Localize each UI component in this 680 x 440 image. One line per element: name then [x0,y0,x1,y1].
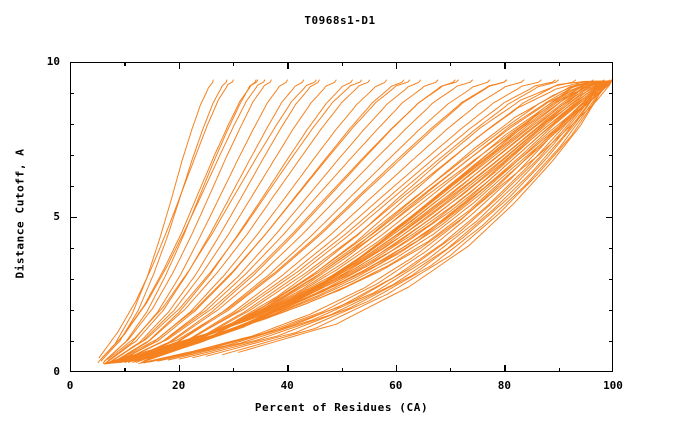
x-major-tick-bottom [504,365,506,372]
x-tick-label: 60 [389,379,403,392]
y-minor-tick-left [70,248,74,250]
x-minor-tick-top [558,62,561,66]
y-tick-label: 5 [53,210,60,223]
x-minor-tick-bottom [558,368,561,372]
y-minor-tick-right [609,124,613,126]
y-minor-tick-left [70,93,74,95]
data-series-line [121,79,439,362]
data-series-line [114,79,371,362]
data-series-line [133,79,612,362]
x-major-tick-top [178,62,180,69]
data-series-line [107,79,317,360]
data-series-line [104,79,272,362]
data-series-line [118,79,411,361]
data-series-line [135,79,559,363]
y-minor-tick-right [609,186,613,188]
x-axis-label: Percent of Residues (CA) [254,401,429,414]
data-series-line [128,79,612,362]
data-series-line [119,79,405,362]
x-major-tick-bottom [287,365,289,372]
data-series-line [192,79,612,359]
x-major-tick-top [395,62,398,69]
x-tick-label: 0 [66,379,74,392]
data-series-line [146,79,612,360]
plot-area [70,62,613,372]
y-minor-tick-right [609,248,613,250]
data-series-line [109,79,320,363]
data-series-line [120,79,422,363]
data-series-line [126,79,473,362]
data-series-line [97,79,214,363]
data-series-line [129,79,507,362]
y-minor-tick-left [70,155,74,157]
x-tick-label: 40 [280,379,294,392]
data-series-line [121,79,612,362]
y-major-tick-right [606,217,613,219]
x-minor-tick-bottom [341,368,343,372]
y-minor-tick-right [609,341,613,343]
x-minor-tick-top [124,62,126,66]
y-tick-label: 0 [53,365,60,378]
data-series-line [143,79,612,364]
y-minor-tick-right [609,310,613,312]
data-series-line [113,79,353,363]
data-series-line [108,79,305,362]
y-major-tick-left [70,217,77,219]
x-major-tick-bottom [395,365,398,372]
data-series-line [238,79,612,353]
data-series-line [178,79,612,360]
data-series-line [102,79,257,363]
x-tick-label: 20 [171,379,186,392]
data-series-line [134,79,542,362]
data-series-line [111,79,337,362]
x-minor-tick-bottom [232,368,235,372]
data-series-line [167,79,612,361]
data-series-line [112,79,363,361]
data-series-line [120,79,612,363]
x-minor-tick-top [450,62,452,66]
y-minor-tick-left [70,310,74,312]
series-canvas [97,79,612,365]
x-major-tick-bottom [178,365,180,372]
y-minor-tick-left [70,186,74,188]
x-minor-tick-top [232,62,235,66]
x-major-tick-top [287,62,289,69]
data-series-line [128,79,507,361]
data-series-line [125,79,612,363]
x-minor-tick-bottom [450,368,452,372]
x-minor-tick-top [341,62,343,66]
y-minor-tick-left [70,341,74,343]
y-tick-label: 10 [46,55,60,68]
y-minor-tick-right [609,155,613,157]
data-series-line [101,79,266,359]
y-minor-tick-left [70,279,74,281]
page-title: T0968s1-D1 [304,14,376,27]
x-major-tick-top [504,62,506,69]
y-minor-tick-right [609,93,613,95]
data-series-line [132,79,525,363]
data-series-line [98,79,234,359]
y-minor-tick-right [609,279,613,281]
data-series-line [138,79,577,362]
data-series-line [157,79,612,362]
x-minor-tick-bottom [124,368,126,372]
y-minor-tick-left [70,124,74,126]
x-tick-label: 100 [603,379,623,392]
data-series-line [134,79,556,361]
data-series-line [123,79,459,361]
x-tick-label: 80 [497,379,512,392]
